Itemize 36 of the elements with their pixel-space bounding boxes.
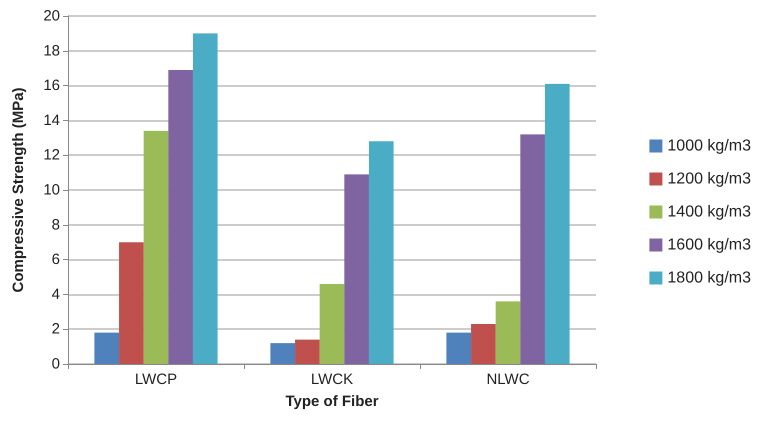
y-tick-label: 4: [52, 286, 60, 303]
y-tick-label: 18: [43, 42, 60, 60]
y-tick-label: 20: [43, 8, 60, 24]
bar: [544, 84, 570, 364]
legend-label: 1600 kg/m3: [667, 236, 752, 254]
bar: [520, 134, 545, 364]
legend-label: 1400 kg/m3: [667, 204, 752, 220]
bar: [168, 70, 193, 364]
bar: [295, 340, 320, 364]
x-tick-label: LWCP: [134, 371, 178, 388]
bar: [192, 33, 218, 364]
x-tick-label: LWCK: [310, 371, 354, 388]
bar: [320, 284, 344, 364]
legend-label: 1200 kg/m3: [667, 170, 752, 188]
bar: [471, 324, 496, 364]
y-tick-label: 0: [52, 356, 60, 372]
bar: [270, 343, 296, 364]
bar: [446, 332, 472, 364]
bar: [119, 242, 144, 364]
x-axis-title: Type of Fiber: [285, 393, 379, 410]
y-tick-label: 14: [43, 112, 60, 129]
y-tick-label: 8: [52, 216, 60, 234]
legend-label: 1800 kg/m3: [667, 270, 752, 286]
bar: [94, 332, 120, 364]
y-tick-label: 2: [52, 320, 60, 338]
bar: [496, 301, 520, 364]
y-axis-title: Compressive Strength (MPa): [10, 87, 27, 293]
y-tick-label: 16: [43, 77, 60, 94]
x-tick-label: NLWC: [486, 371, 530, 388]
bar: [144, 130, 168, 364]
bar: [344, 174, 369, 364]
y-tick-label: 10: [43, 182, 60, 198]
bar: [368, 141, 394, 364]
y-tick-label: 6: [52, 251, 60, 268]
y-tick-label: 12: [43, 146, 60, 164]
legend-label: 1000 kg/m3: [667, 138, 752, 154]
